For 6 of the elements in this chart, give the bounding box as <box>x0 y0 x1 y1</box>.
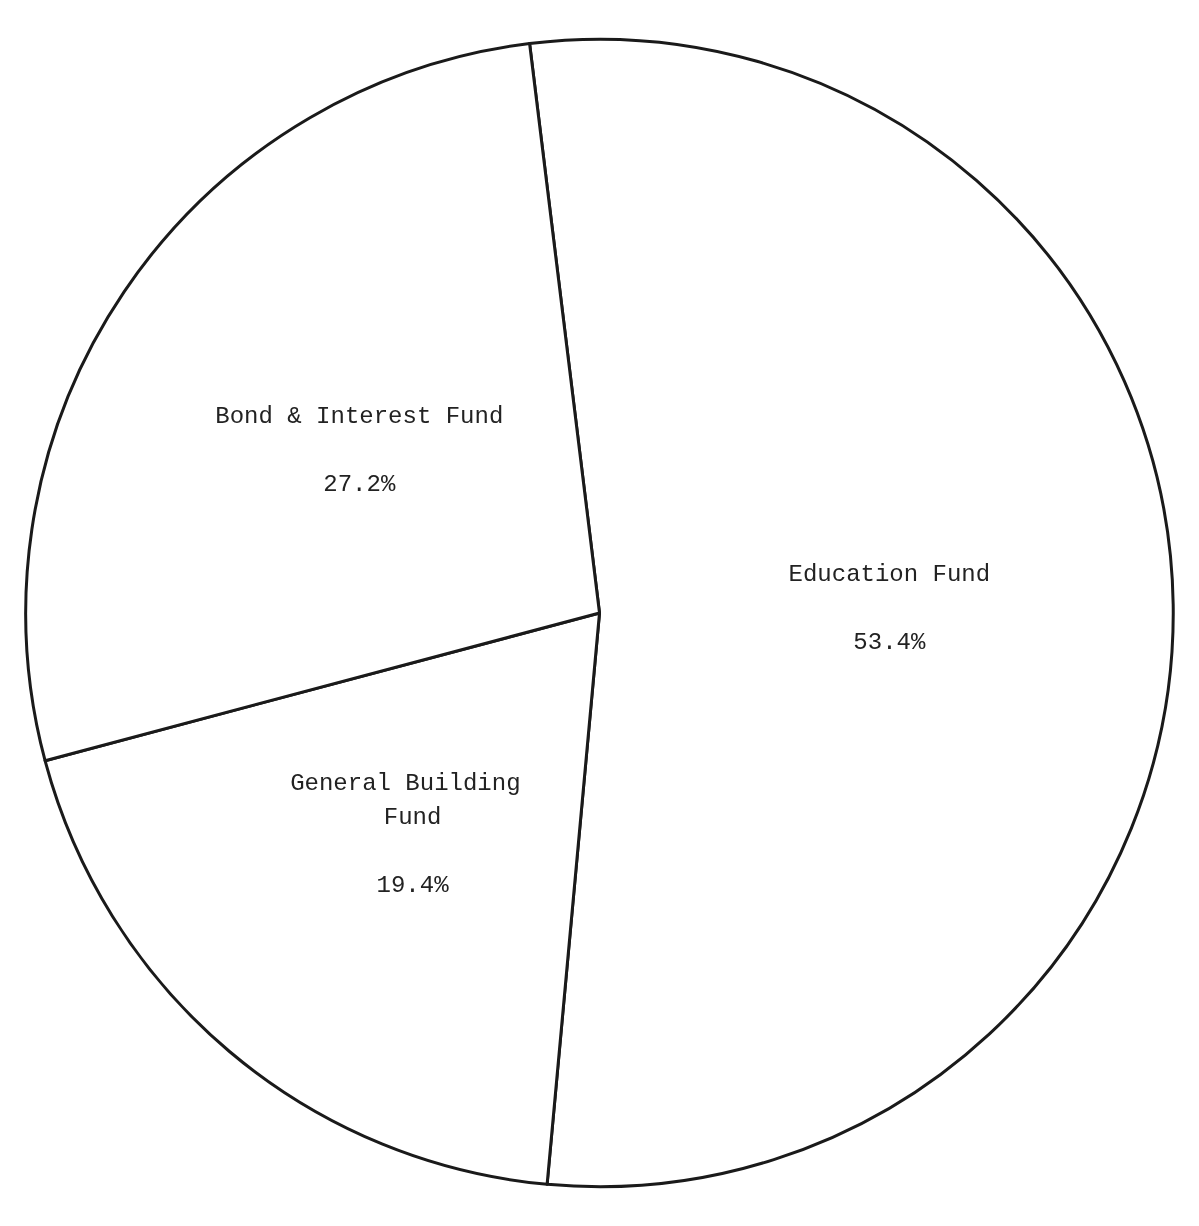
data-label: 27.2% <box>323 471 396 499</box>
slice-label: General Building Fund <box>290 770 535 832</box>
data-label: 19.4% <box>376 872 450 900</box>
slice-label: Bond & Interest Fund <box>215 403 504 431</box>
slice-label: Education Fund <box>788 561 991 589</box>
data-label: 53.4% <box>853 629 926 657</box>
